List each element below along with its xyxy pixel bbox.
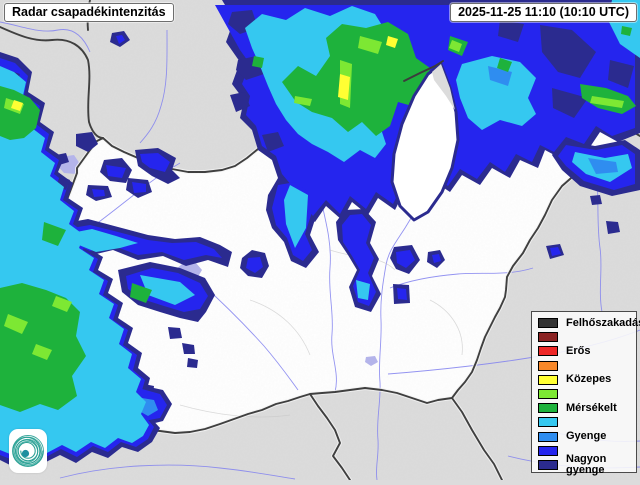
legend-color-swatch <box>538 417 558 428</box>
legend-color-swatch <box>538 318 558 329</box>
map-title-box: Radar csapadékintenzitás <box>4 3 174 22</box>
legend-row: Közepes <box>532 373 636 387</box>
legend-row: Gyenge <box>532 430 636 444</box>
legend-color-swatch <box>538 403 558 414</box>
legend-row: Nagyon gyenge <box>532 453 636 475</box>
timestamp: 2025-11-25 11:10 (10:10 UTC) <box>458 5 629 19</box>
legend-color-swatch <box>538 360 558 371</box>
legend-color-swatch <box>538 332 558 343</box>
legend-color-swatch <box>538 459 558 470</box>
legend-label: Erős <box>566 344 591 357</box>
echo-layer-medium <box>11 36 398 111</box>
legend-row: Mérsékelt <box>532 401 636 415</box>
intensity-legend: Felhőszakadás Erős Közepes Mérsékelt Gye… <box>531 311 640 475</box>
legend-label: Nagyon gyenge <box>566 452 607 476</box>
legend-label: Gyenge <box>566 430 607 443</box>
legend-color-swatch <box>538 346 558 357</box>
spiral-logo-icon <box>12 435 44 467</box>
legend-color-swatch <box>538 374 558 385</box>
legend-row <box>532 415 636 429</box>
legend-label: Közepes <box>566 373 612 386</box>
legend-row <box>532 444 636 458</box>
legend-row: Felhőszakadás <box>532 316 640 330</box>
legend-color-swatch <box>538 445 558 456</box>
legend-color-swatch <box>538 389 558 400</box>
legend-label: Felhőszakadás <box>566 316 640 329</box>
met-service-logo <box>9 429 47 473</box>
legend-row: Erős <box>532 344 636 358</box>
map-title: Radar csapadékintenzitás <box>12 5 166 19</box>
legend-color-swatch <box>538 431 558 442</box>
legend-label: Mérsékelt <box>566 401 617 414</box>
timestamp-box: 2025-11-25 11:10 (10:10 UTC) <box>450 3 637 22</box>
echo-gap-wedge <box>390 60 460 222</box>
legend-row <box>532 387 636 401</box>
legend-row <box>532 330 636 344</box>
legend-row <box>532 359 636 373</box>
